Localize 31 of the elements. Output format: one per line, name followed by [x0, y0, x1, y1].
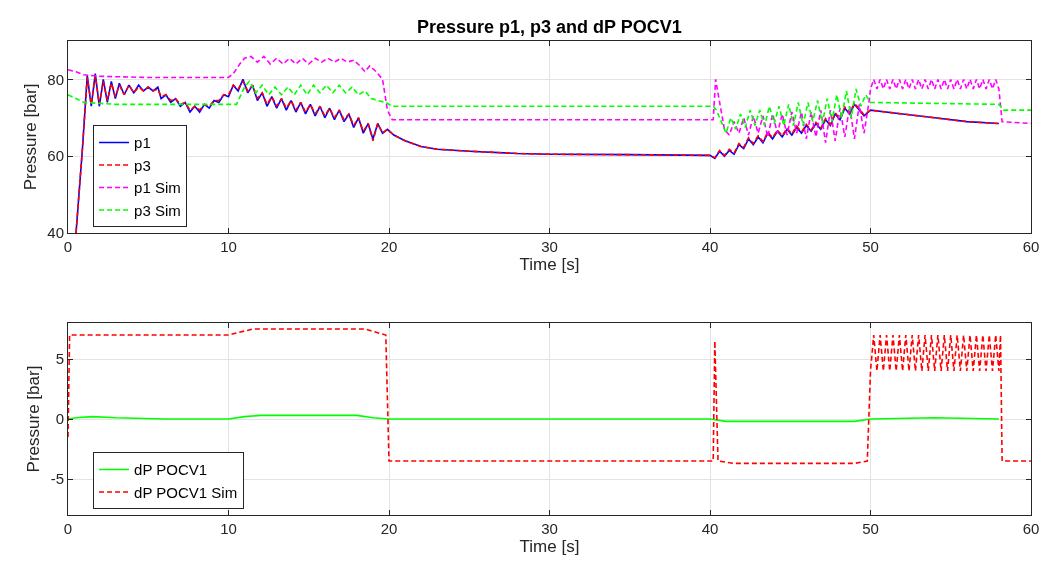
legend-label: p1 Sim: [134, 179, 181, 197]
line-series: [68, 80, 1031, 134]
legend-label: p1: [134, 134, 151, 152]
x-tick-label: 30: [541, 237, 558, 255]
x-tick-label: 10: [220, 237, 237, 255]
y-axis-title: Pressure [bar]: [24, 365, 44, 473]
x-tick-label: 40: [701, 237, 719, 255]
legend-label: p3: [134, 156, 151, 174]
y-tick-label: 60: [47, 147, 64, 165]
legend-label: p3 Sim: [134, 201, 181, 219]
x-tick-label: 40: [701, 520, 719, 537]
x-tick-label: 60: [1022, 237, 1040, 255]
line-series: [68, 328, 1031, 465]
x-axis-title: Time [s]: [519, 537, 580, 557]
legend-label: dP POCV1: [134, 461, 208, 479]
x-tick-label: 30: [541, 520, 558, 537]
y-axis-title: Pressure [bar]: [20, 83, 40, 191]
legend-label: dP POCV1 Sim: [134, 483, 238, 501]
y-tick-label: 0: [55, 410, 64, 428]
chart-title: Pressure p1, p3 and dP POCV1: [417, 17, 682, 37]
x-tick-label: 20: [380, 520, 398, 537]
x-axis-title: Time [s]: [519, 255, 580, 275]
x-tick-label: 60: [1022, 520, 1040, 537]
y-tick-label: 80: [47, 70, 64, 88]
y-tick-label: 5: [55, 350, 64, 368]
x-tick-label: 50: [862, 520, 879, 537]
x-tick-label: 50: [862, 237, 879, 255]
x-tick-label: 20: [380, 237, 398, 255]
y-tick-label: 40: [47, 224, 64, 242]
x-tick-label: 10: [220, 520, 237, 537]
y-tick-label: -5: [50, 470, 64, 488]
